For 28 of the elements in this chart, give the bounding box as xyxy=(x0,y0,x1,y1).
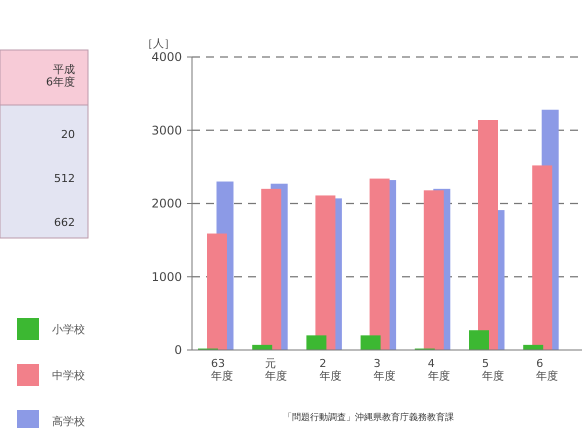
x-tick-label: 6年度 xyxy=(536,357,558,383)
x-tick-label: 3年度 xyxy=(374,357,396,383)
bar xyxy=(532,165,552,350)
bar xyxy=(315,195,336,350)
x-tick-label: 5年度 xyxy=(482,357,504,383)
x-tick-label: 元年度 xyxy=(265,357,288,383)
y-tick-label: 1000 xyxy=(151,270,182,284)
y-tick-label: 0 xyxy=(174,343,182,357)
bar xyxy=(360,335,381,350)
x-tick-label: 4年度 xyxy=(428,357,450,383)
bar xyxy=(370,178,390,350)
legend-label: 小学校 xyxy=(52,323,85,336)
table: 平成 6年度 20 512 662 xyxy=(0,50,88,238)
x-tick-label: 63年度 xyxy=(211,357,233,383)
y-tick-label: 3000 xyxy=(151,123,182,138)
y-axis-title: ［人］ xyxy=(142,37,175,50)
y-tick-label: 2000 xyxy=(151,196,182,210)
bar xyxy=(478,120,498,350)
bar xyxy=(469,330,489,350)
bar xyxy=(261,188,282,350)
bar xyxy=(306,335,326,350)
bar xyxy=(424,190,444,350)
legend-label: 高学校 xyxy=(52,415,85,428)
y-tick-label: 4000 xyxy=(151,50,182,64)
legend-label: 中学校 xyxy=(52,369,85,382)
x-tick-label: 2年度 xyxy=(319,357,342,383)
bar xyxy=(207,234,227,350)
text: 「問題行動調査」沖縄県教育庁義務教育課 xyxy=(283,412,454,423)
